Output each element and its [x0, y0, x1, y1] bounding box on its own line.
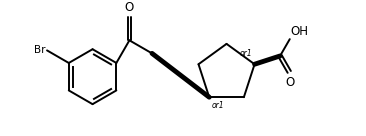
Text: OH: OH: [291, 25, 309, 38]
Text: or1: or1: [239, 49, 252, 58]
Text: Br: Br: [34, 45, 46, 55]
Text: O: O: [285, 76, 294, 89]
Text: O: O: [125, 1, 134, 14]
Text: or1: or1: [212, 101, 224, 110]
